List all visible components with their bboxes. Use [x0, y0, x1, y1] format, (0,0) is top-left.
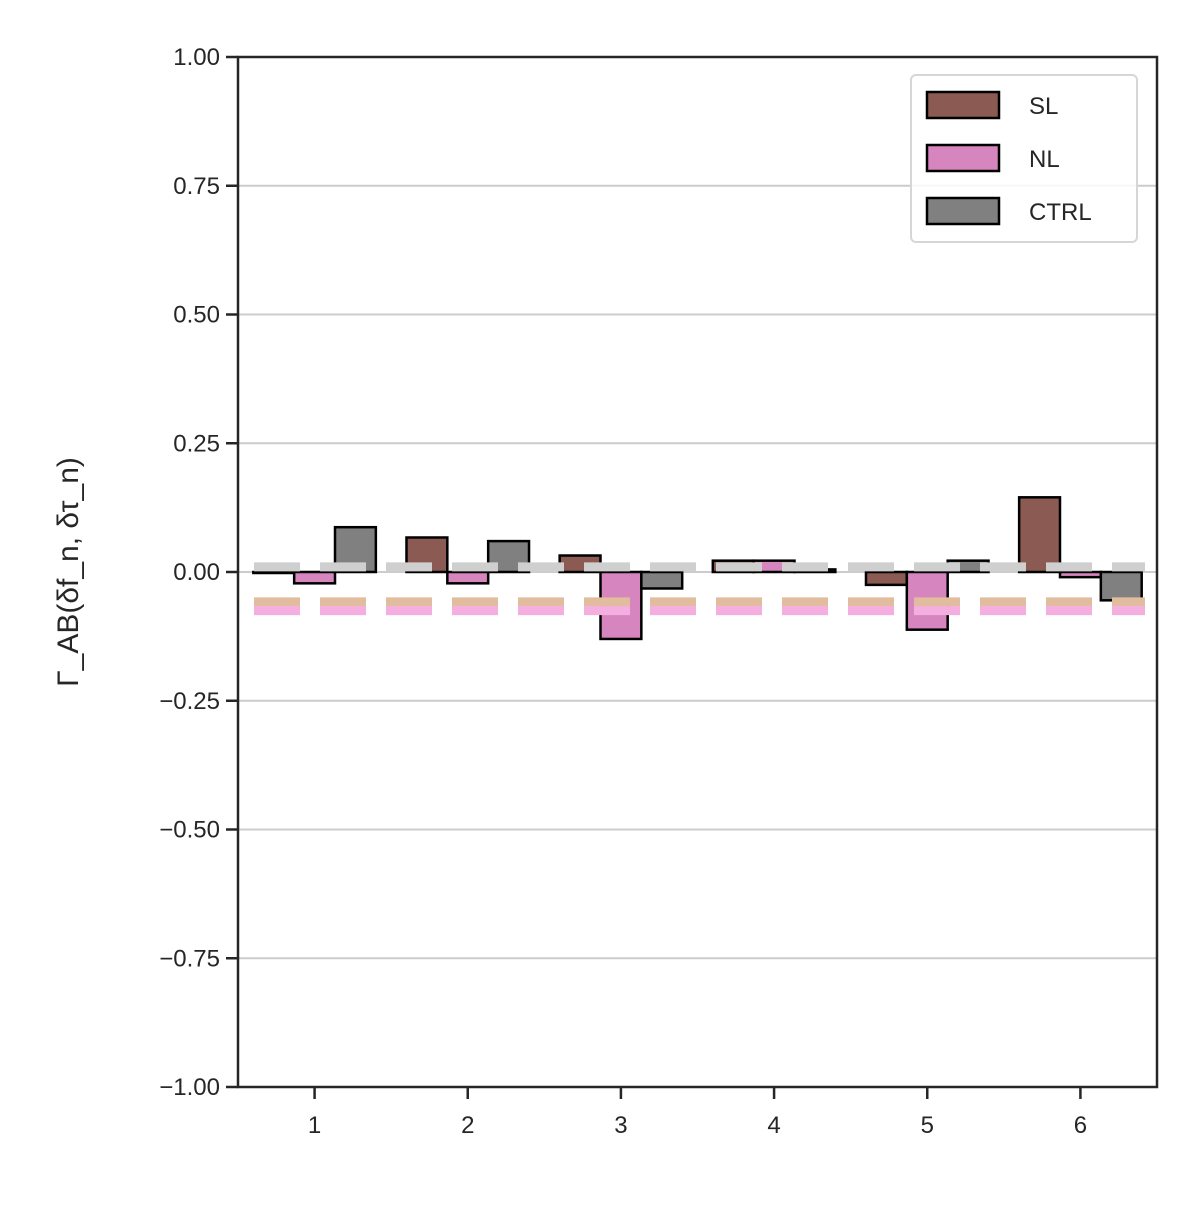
bar-sl-6 [1017, 496, 1062, 574]
y-tick-label: 0.00 [173, 559, 220, 586]
x-tick-label: 2 [461, 1112, 474, 1139]
x-tick-label: 5 [921, 1112, 934, 1139]
reference-lines [254, 562, 1145, 616]
y-tick-label: −0.50 [159, 817, 220, 844]
bar-nl-1 [292, 570, 337, 585]
y-tick-label: 0.25 [173, 430, 220, 457]
bar-ctrl-6 [1099, 570, 1143, 602]
legend-swatch-nl [925, 143, 1001, 173]
x-tick-label: 6 [1074, 1112, 1087, 1139]
bar-sl-1 [252, 570, 296, 575]
ticks: −1.00 −0.75 −0.50 −0.25 0.00 0.25 0.50 0.75 1.00… [159, 44, 1087, 1139]
y-axis-label: Γ_AB(δf_n, δτ_n) [52, 457, 85, 687]
y-tick-label: −0.75 [159, 945, 220, 972]
bar-sl-2 [405, 536, 449, 574]
legend-label-ctrl: CTRL [1029, 199, 1092, 226]
legend-swatch-sl [925, 90, 1001, 120]
x-tick-label: 4 [767, 1112, 780, 1139]
y-tick-label: −1.00 [159, 1074, 220, 1101]
bar-ctrl-3 [640, 570, 684, 590]
x-tick-label: 1 [308, 1112, 321, 1139]
y-tick-label: 0.75 [173, 173, 220, 200]
bar-nl-6 [1058, 570, 1103, 579]
legend-label-nl: NL [1029, 146, 1060, 173]
x-tick-label: 3 [614, 1112, 627, 1139]
y-axis-title: Γ_AB(δf_n, δτ_n) [52, 457, 85, 687]
legend: SL NL CTRL [910, 74, 1138, 243]
legend-swatch-ctrl [925, 196, 1001, 226]
grid-lines [238, 184, 1157, 960]
bar-nl-2 [446, 570, 490, 585]
y-tick-label: 1.00 [173, 44, 220, 71]
bar-sl-5 [864, 570, 909, 587]
y-tick-label: 0.50 [173, 302, 220, 329]
legend-label-sl: SL [1029, 93, 1058, 120]
y-tick-label: −0.25 [159, 688, 220, 715]
